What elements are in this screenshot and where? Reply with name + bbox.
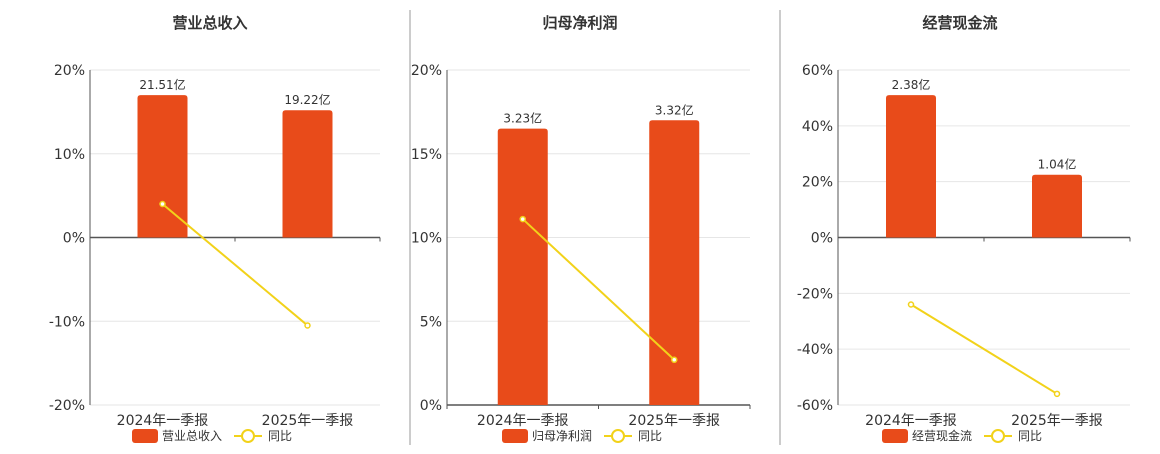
bar-data-label: 3.23亿: [503, 111, 542, 126]
yoy-line: [522, 218, 675, 361]
chart-title: 营业总收入: [172, 14, 247, 32]
y-tick-label: -20%: [797, 286, 833, 302]
legend-line-label: 同比: [268, 429, 292, 443]
bar: [137, 95, 188, 238]
legend-line-marker: [611, 429, 625, 443]
yoy-point: [304, 322, 311, 329]
y-tick-label: 5%: [420, 314, 442, 330]
bar: [282, 110, 333, 238]
bar: [649, 120, 700, 405]
bar: [1032, 174, 1082, 238]
chart-panel-3: 经营现金流 60% 40% 20% 0% -20% -40% -60% 2024年一季报 2025…: [779, 10, 1131, 445]
y-tick-label: 40%: [802, 119, 833, 135]
bar-data-label: 3.32亿: [655, 102, 694, 117]
yoy-point: [671, 356, 678, 364]
legend-bar-label: 营业总收入: [162, 429, 222, 443]
legend-bar-label: 经营现金流: [912, 428, 972, 443]
x-tick-label: 2024年一季报: [477, 413, 569, 429]
chart-panel-2: 归母净利润 20% 15% 10% 5% 0% 2024年一季报 2025年一季报 3.23亿 3…: [409, 10, 751, 445]
legend-bar-swatch: [132, 429, 158, 443]
yoy-point: [1053, 390, 1061, 398]
chart-title: 经营现金流: [922, 14, 997, 32]
bar-data-label: 21.51亿: [139, 77, 185, 92]
legend: 营业总收入 同比: [132, 429, 292, 443]
y-tick-label: 60%: [802, 63, 833, 79]
y-tick-label: 20%: [411, 63, 442, 79]
y-tick-label: 20%: [54, 63, 85, 79]
legend: 归母净利润 同比: [502, 429, 662, 443]
chart-title: 归母净利润: [542, 14, 617, 32]
bar: [497, 128, 548, 405]
bar-data-label: 1.04亿: [1038, 157, 1077, 172]
bar-data-label: 19.22亿: [284, 92, 330, 107]
legend-line-label: 同比: [638, 429, 662, 443]
y-tick-label: 15%: [411, 147, 442, 163]
y-tick-label: -60%: [797, 398, 833, 414]
x-tick-label: 2025年一季报: [1011, 413, 1103, 429]
yoy-point: [159, 200, 166, 208]
y-tick-label: 20%: [802, 175, 833, 191]
legend-bar-label: 归母净利润: [532, 429, 592, 443]
y-tick-label: 10%: [54, 147, 85, 163]
legend-line-marker: [241, 429, 255, 443]
bar-data-label: 2.38亿: [892, 77, 931, 92]
yoy-point: [907, 301, 915, 308]
y-tick-label: -40%: [797, 342, 833, 358]
legend-line-label: 同比: [1018, 429, 1042, 443]
x-tick-label: 2025年一季报: [262, 413, 354, 429]
legend: 经营现金流 同比: [882, 428, 1042, 443]
chart-panel-1: 营业总收入 20% 10% 0% -10% -20% 2024年一季报 2025年一季报 21.…: [49, 14, 381, 443]
y-tick-label: -10%: [49, 314, 85, 330]
legend-line-marker: [991, 429, 1005, 443]
x-tick-label: 2024年一季报: [117, 413, 209, 429]
yoy-line: [910, 303, 1058, 395]
x-tick-label: 2025年一季报: [628, 413, 720, 429]
y-tick-label: 0%: [420, 398, 442, 414]
y-tick-label: 10%: [411, 231, 442, 247]
y-tick-label: 0%: [811, 231, 833, 247]
y-tick-label: 0%: [63, 231, 85, 247]
legend-bar-swatch: [882, 429, 908, 443]
bar: [886, 95, 936, 238]
legend-bar-swatch: [502, 429, 528, 443]
yoy-point: [519, 215, 526, 223]
x-tick-label: 2024年一季报: [865, 413, 957, 429]
y-tick-label: -20%: [49, 398, 85, 414]
yoy-line: [161, 203, 309, 327]
